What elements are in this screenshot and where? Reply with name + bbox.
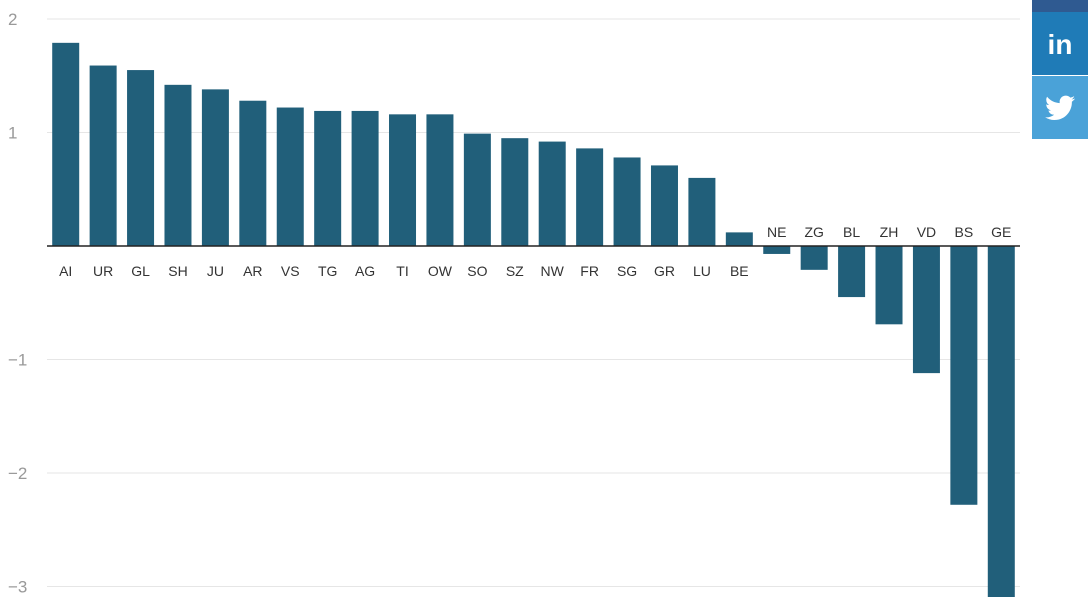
- bar-ow: [426, 114, 454, 246]
- bar-bl: [838, 246, 866, 298]
- bar-sg: [613, 157, 641, 246]
- bar-be: [725, 232, 753, 246]
- category-label-ow: OW: [428, 263, 453, 279]
- category-label-gl: GL: [131, 263, 150, 279]
- bar-sh: [164, 84, 192, 246]
- twitter-icon: [1045, 95, 1075, 120]
- category-label-tg: TG: [318, 263, 337, 279]
- bar-sz: [501, 138, 529, 246]
- gridlines: [47, 18, 1020, 587]
- y-axis-ticks: 2 1 −1 −2 −3: [8, 10, 27, 597]
- category-label-nw: NW: [541, 263, 565, 279]
- share-button-top[interactable]: [1032, 0, 1088, 12]
- bars: [52, 42, 1015, 597]
- bar-vd: [912, 246, 940, 374]
- y-tick-label: −2: [8, 464, 27, 483]
- category-label-lu: LU: [693, 263, 711, 279]
- category-label-vd: VD: [917, 224, 936, 240]
- category-label-gr: GR: [654, 263, 675, 279]
- bar-ur: [89, 65, 117, 246]
- category-label-ge: GE: [991, 224, 1011, 240]
- category-labels: AI UR GL SH JU AR VS TG AG TI OW SO SZ NW FR SG GR LU BE NE…: [59, 224, 1011, 279]
- category-label-fr: FR: [580, 263, 599, 279]
- category-label-sh: SH: [168, 263, 187, 279]
- bar-zh: [875, 246, 903, 325]
- category-label-ai: AI: [59, 263, 72, 279]
- bar-lu: [688, 177, 716, 246]
- bar-fr: [576, 148, 604, 246]
- y-tick-label: −1: [8, 351, 27, 370]
- category-label-bs: BS: [955, 224, 974, 240]
- twitter-share-button[interactable]: [1032, 76, 1088, 139]
- linkedin-text: in: [1048, 29, 1073, 59]
- category-label-ti: TI: [396, 263, 408, 279]
- category-label-sg: SG: [617, 263, 637, 279]
- bar-ag: [351, 110, 379, 246]
- category-label-ne: NE: [767, 224, 786, 240]
- y-tick-label: 1: [8, 124, 17, 143]
- category-label-zh: ZH: [880, 224, 899, 240]
- bar-bs: [950, 246, 978, 505]
- bar-tg: [314, 110, 342, 246]
- bar-zg: [800, 246, 828, 270]
- category-label-ju: JU: [207, 263, 224, 279]
- category-label-zg: ZG: [804, 224, 823, 240]
- category-label-sz: SZ: [506, 263, 524, 279]
- y-tick-label: 2: [8, 10, 17, 29]
- y-tick-label: −3: [8, 578, 27, 597]
- linkedin-icon: in: [1048, 29, 1073, 59]
- category-label-ur: UR: [93, 263, 113, 279]
- bar-ti: [389, 114, 417, 246]
- category-label-vs: VS: [281, 263, 300, 279]
- bar-ge: [987, 246, 1015, 597]
- bar-ju: [201, 89, 229, 247]
- bar-ai: [52, 42, 80, 247]
- bar-gr: [650, 165, 678, 246]
- category-label-be: BE: [730, 263, 749, 279]
- category-label-ar: AR: [243, 263, 262, 279]
- linkedin-share-button[interactable]: in: [1032, 12, 1088, 75]
- bar-ar: [239, 100, 267, 246]
- bar-so: [463, 133, 491, 246]
- bar-vs: [276, 107, 304, 246]
- bar-chart: 2 1 −1 −2 −3 AI UR GL SH JU AR VS TG AG TI OW SO SZ NW FR S…: [8, 10, 1020, 597]
- bar-gl: [127, 70, 155, 246]
- category-label-so: SO: [467, 263, 487, 279]
- category-label-bl: BL: [843, 224, 860, 240]
- bar-ne: [763, 246, 791, 254]
- bar-nw: [538, 141, 566, 246]
- category-label-ag: AG: [355, 263, 375, 279]
